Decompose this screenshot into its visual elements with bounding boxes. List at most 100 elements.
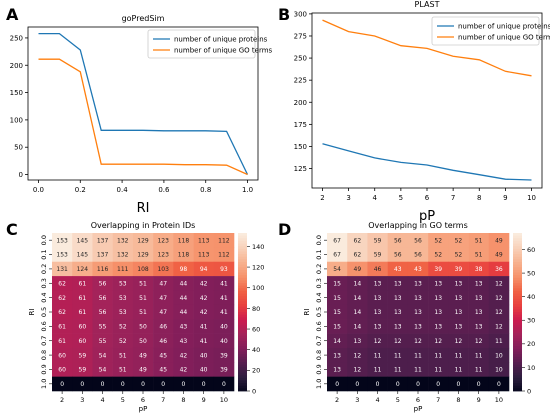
heatmap-cell xyxy=(327,276,348,291)
heatmap-cell xyxy=(52,276,73,291)
cell-value-label: 13 xyxy=(354,338,362,345)
heatmap-cell xyxy=(428,362,449,377)
colorbar-segment xyxy=(513,380,522,384)
heatmap-cell xyxy=(448,304,469,320)
cell-value-label: 12 xyxy=(414,338,422,345)
x-tick-label: 7 xyxy=(451,194,455,202)
heatmap-cell xyxy=(407,347,429,363)
heatmap-cell xyxy=(387,347,409,363)
colorbar-segment xyxy=(513,248,522,252)
colorbar-segment xyxy=(238,275,247,279)
colorbar-segment xyxy=(513,243,522,247)
heatmap-cell xyxy=(72,261,93,277)
series-line-0 xyxy=(38,32,249,175)
cell-value-label: 13 xyxy=(374,324,382,331)
heatmap-cell xyxy=(428,233,449,248)
cell-value-label: 13 xyxy=(414,295,422,302)
cell-value-label: 51 xyxy=(475,252,483,259)
heatmap-cell xyxy=(193,362,215,377)
colorbar-segment xyxy=(513,233,522,237)
heatmap-cell xyxy=(153,376,174,392)
cell-value-label: 15 xyxy=(333,309,341,316)
cell-value-label: 0 xyxy=(457,381,461,388)
cell-value-label: 53 xyxy=(119,280,127,287)
cell-value-label: 49 xyxy=(139,367,147,374)
heatmap-cell xyxy=(488,376,510,392)
colorbar-segment xyxy=(513,375,522,379)
cell-value-label: 10 xyxy=(495,367,503,374)
heatmap-cell xyxy=(327,333,348,349)
colorbar-segment xyxy=(513,317,522,321)
heatmap-cell xyxy=(153,247,174,263)
heatmap-cell xyxy=(153,233,174,248)
colorbar-segment xyxy=(238,293,247,297)
colorbar-tick-label: 0 xyxy=(252,387,256,395)
x-tick-label: 9 xyxy=(202,396,206,404)
colorbar-segment xyxy=(238,285,247,289)
cell-value-label: 47 xyxy=(159,280,167,287)
cell-value-label: 12 xyxy=(495,280,503,287)
cell-value-label: 12 xyxy=(354,367,362,374)
colorbar-segment xyxy=(238,377,247,381)
heatmap-cell xyxy=(448,247,469,263)
cell-value-label: 145 xyxy=(77,252,89,259)
colorbar-segment xyxy=(238,246,247,250)
heatmap-cell xyxy=(387,276,409,291)
cell-value-label: 62 xyxy=(58,295,66,302)
heatmap-cell xyxy=(52,261,73,277)
legend-box xyxy=(147,29,256,59)
y-tick-label: 200 xyxy=(10,62,23,70)
colorbar-segment xyxy=(513,309,522,313)
cell-value-label: 41 xyxy=(200,324,208,331)
colorbar-segment xyxy=(513,340,522,344)
heatmap-cell xyxy=(448,376,469,392)
heatmap-cell xyxy=(213,319,235,334)
cell-value-label: 13 xyxy=(394,309,402,316)
cell-value-label: 11 xyxy=(455,367,463,374)
x-axis-label: pP xyxy=(139,405,148,413)
cell-value-label: 39 xyxy=(220,352,228,359)
heatmap-cell xyxy=(112,333,134,349)
heatmap-cell xyxy=(112,233,134,248)
heatmap-cell xyxy=(468,347,490,363)
cell-value-label: 10 xyxy=(495,352,503,359)
cell-value-label: 118 xyxy=(178,252,190,259)
cell-value-label: 44 xyxy=(180,280,188,287)
cell-value-label: 50 xyxy=(139,338,147,345)
heatmap-cell xyxy=(213,290,235,306)
heatmap-cell xyxy=(428,290,449,306)
heatmap-cell xyxy=(112,276,134,291)
heatmap-cell xyxy=(367,347,388,363)
colorbar-segment xyxy=(513,246,522,250)
heatmap-cell xyxy=(132,333,154,349)
heatmap-cell xyxy=(92,233,113,248)
colorbar-segment xyxy=(238,325,247,329)
heatmap-cell xyxy=(153,290,174,306)
colorbar-tick-label: 80 xyxy=(252,305,260,313)
heatmap-cell xyxy=(72,304,93,320)
y-tick-label: 0.7 xyxy=(40,336,48,346)
heatmap-cell xyxy=(448,333,469,349)
cell-value-label: 51 xyxy=(119,367,127,374)
heatmap-cell xyxy=(327,347,348,363)
heatmap-cell xyxy=(327,233,348,248)
heatmap-cell xyxy=(173,347,194,363)
heatmap-cell xyxy=(173,304,194,320)
colorbar-segment xyxy=(238,254,247,258)
cell-value-label: 36 xyxy=(495,266,503,273)
cell-value-label: 137 xyxy=(97,237,109,244)
colorbar-segment xyxy=(513,240,522,244)
heatmap-cell xyxy=(387,233,409,248)
heatmap-cell xyxy=(407,319,429,334)
y-tick-label: 275 xyxy=(294,32,307,40)
heatmap-cell xyxy=(367,261,388,277)
heatmap-cell xyxy=(112,362,134,377)
colorbar-segment xyxy=(513,383,522,387)
cell-value-label: 15 xyxy=(333,295,341,302)
y-tick-label: 0.5 xyxy=(40,307,48,317)
colorbar-segment xyxy=(238,267,247,271)
colorbar-segment xyxy=(238,259,247,263)
cell-value-label: 94 xyxy=(200,266,208,273)
colorbar-segment xyxy=(238,335,247,339)
y-tick-label: 0 xyxy=(19,171,23,179)
